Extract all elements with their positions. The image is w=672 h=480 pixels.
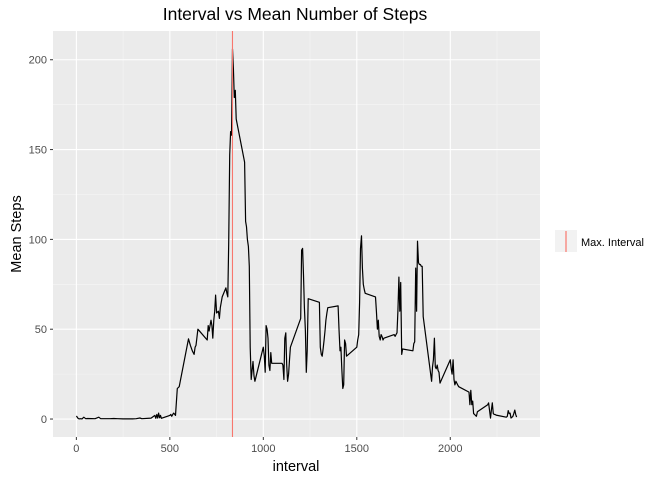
- y-tick-label: 200: [29, 55, 47, 67]
- y-tick-label: 50: [35, 324, 47, 336]
- plot-panel: [53, 31, 540, 437]
- x-tick-label: 2000: [438, 443, 462, 455]
- x-tick-label: 1500: [345, 443, 369, 455]
- y-tick-label: 150: [29, 145, 47, 157]
- x-tick-label: 0: [73, 443, 79, 455]
- y-axis: 0 50 100 150 200: [29, 55, 53, 426]
- y-tick-label: 0: [41, 414, 47, 426]
- x-tick-label: 500: [161, 443, 179, 455]
- x-axis-title: interval: [273, 459, 320, 475]
- y-tick-label: 100: [29, 234, 47, 246]
- x-axis: 0 500 1000 1500 2000: [73, 437, 462, 455]
- chart-title: Interval vs Mean Number of Steps: [163, 4, 428, 24]
- legend-label-max-interval: Max. Interval: [581, 237, 644, 249]
- y-axis-title: Mean Steps: [9, 195, 25, 272]
- x-tick-label: 1000: [251, 443, 275, 455]
- legend: Max. Interval: [555, 230, 644, 252]
